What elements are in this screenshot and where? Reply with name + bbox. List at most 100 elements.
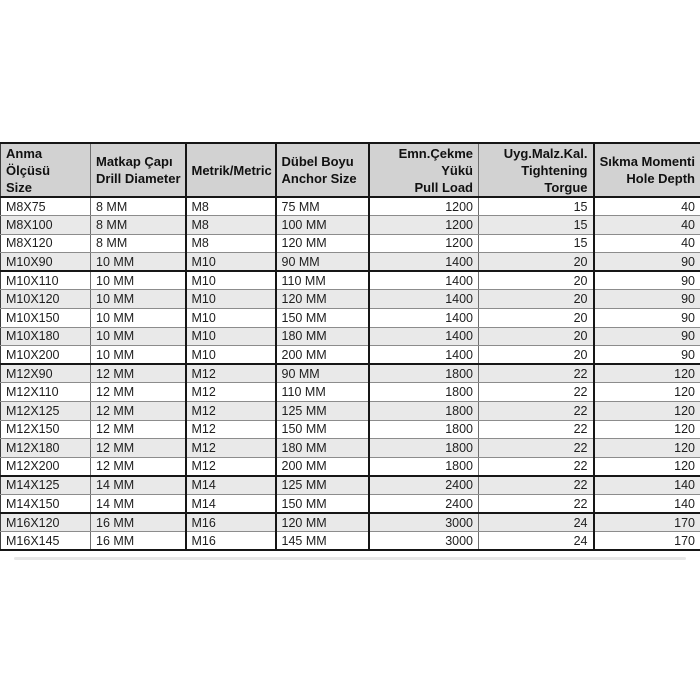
- table-row: M10X110 10 MM M10 110 MM 1400 20 90: [0, 271, 700, 291]
- cell-drill-diameter: 12 MM: [90, 382, 186, 403]
- cell-hole-depth: 120: [592, 382, 700, 403]
- cell-hole-depth: 140: [592, 475, 700, 495]
- cell-pull-load: 1400: [367, 308, 479, 328]
- column-header-size: Anma Ölçüsü Size: [0, 143, 91, 198]
- cell-drill-diameter: 16 MM: [90, 531, 186, 551]
- cell-drill-diameter: 8 MM: [90, 197, 186, 217]
- cell-anchor-size: 120 MM: [274, 289, 369, 310]
- cell-anchor-size: 100 MM: [274, 215, 369, 235]
- cell-size: M12X180: [0, 438, 91, 458]
- cell-tightening-torgue: 20: [478, 271, 594, 291]
- cell-tightening-torgue: 20: [478, 308, 594, 328]
- cell-hole-depth: 140: [592, 494, 700, 515]
- column-header-anchor-size: Dübel Boyu Anchor Size: [274, 143, 369, 198]
- cell-pull-load: 1400: [367, 327, 479, 347]
- cell-anchor-size: 90 MM: [274, 364, 369, 384]
- cell-drill-diameter: 10 MM: [90, 327, 186, 347]
- cell-pull-load: 1400: [367, 252, 479, 273]
- cell-metric: M10: [184, 308, 276, 328]
- cell-drill-diameter: 10 MM: [90, 289, 186, 310]
- cell-drill-diameter: 8 MM: [90, 215, 186, 235]
- cell-pull-load: 2400: [367, 475, 479, 495]
- table-row: M14X150 14 MM M14 150 MM 2400 22 140: [0, 494, 700, 515]
- cell-anchor-size: 125 MM: [274, 475, 369, 495]
- cell-pull-load: 1400: [367, 271, 479, 291]
- table-row: M12X90 12 MM M12 90 MM 1800 22 120: [0, 364, 700, 384]
- cell-hole-depth: 40: [592, 234, 700, 254]
- header-row: Anma Ölçüsü Size Matkap Çapı Drill Diameter…: [0, 143, 700, 198]
- cell-metric: M16: [184, 513, 276, 533]
- cell-tightening-torgue: 20: [478, 252, 594, 273]
- cell-hole-depth: 120: [592, 438, 700, 458]
- cell-tightening-torgue: 20: [478, 327, 594, 347]
- cell-hole-depth: 40: [592, 197, 700, 217]
- cell-metric: M14: [184, 494, 276, 515]
- column-header-line: Metrik/Metric: [191, 162, 272, 178]
- cell-anchor-size: 180 MM: [274, 438, 369, 458]
- cell-size: M12X125: [0, 401, 91, 421]
- cell-anchor-size: 150 MM: [274, 308, 369, 328]
- cell-drill-diameter: 12 MM: [90, 438, 186, 458]
- cell-size: M10X90: [0, 252, 91, 273]
- cell-metric: M12: [184, 420, 276, 440]
- cell-pull-load: 1800: [367, 401, 479, 421]
- cell-pull-load: 3000: [367, 531, 479, 551]
- table-header: Anma Ölçüsü Size Matkap Çapı Drill Diameter…: [0, 143, 700, 198]
- cell-tightening-torgue: 15: [478, 197, 594, 217]
- cell-tightening-torgue: 20: [478, 345, 594, 366]
- cell-hole-depth: 120: [592, 364, 700, 384]
- cell-size: M12X200: [0, 457, 91, 477]
- cell-metric: M8: [184, 197, 276, 217]
- cell-anchor-size: 180 MM: [274, 327, 369, 347]
- cell-drill-diameter: 14 MM: [90, 475, 186, 495]
- table-row: M10X120 10 MM M10 120 MM 1400 20 90: [0, 289, 700, 310]
- cell-anchor-size: 110 MM: [274, 271, 369, 291]
- column-header-line: Size: [6, 179, 33, 195]
- cell-pull-load: 3000: [367, 513, 479, 533]
- cell-metric: M10: [184, 271, 276, 291]
- cell-size: M12X110: [0, 382, 91, 403]
- cell-hole-depth: 40: [592, 215, 700, 235]
- cell-anchor-size: 150 MM: [274, 420, 369, 440]
- cell-pull-load: 1800: [367, 438, 479, 458]
- cell-tightening-torgue: 24: [478, 531, 594, 551]
- cell-metric: M16: [184, 531, 276, 551]
- cell-pull-load: 1800: [367, 364, 479, 384]
- cell-pull-load: 1800: [367, 457, 479, 477]
- table-row: M10X200 10 MM M10 200 MM 1400 20 90: [0, 345, 700, 366]
- table-row: M8X100 8 MM M8 100 MM 1200 15 40: [0, 215, 700, 235]
- cell-hole-depth: 120: [592, 401, 700, 421]
- cell-tightening-torgue: 22: [478, 438, 594, 458]
- cell-size: M8X75: [0, 197, 91, 217]
- cell-tightening-torgue: 22: [478, 420, 594, 440]
- table-row: M8X120 8 MM M8 120 MM 1200 15 40: [0, 234, 700, 254]
- cell-tightening-torgue: 20: [478, 289, 594, 310]
- cell-size: M10X110: [0, 271, 91, 291]
- table-row: M16X120 16 MM M16 120 MM 3000 24 170: [0, 513, 700, 533]
- cell-hole-depth: 120: [592, 457, 700, 477]
- cell-tightening-torgue: 24: [478, 513, 594, 533]
- cell-metric: M8: [184, 215, 276, 235]
- cell-tightening-torgue: 22: [478, 382, 594, 403]
- cell-metric: M12: [184, 457, 276, 477]
- cell-tightening-torgue: 22: [478, 475, 594, 495]
- cell-hole-depth: 90: [592, 252, 700, 273]
- cell-metric: M12: [184, 364, 276, 384]
- column-header-line: Sıkma Momenti: [599, 154, 695, 169]
- cell-pull-load: 1400: [367, 289, 479, 310]
- column-header-tightening-torgue: Uyg.Malz.Kal. Tightening Torgue: [478, 143, 594, 198]
- table-row: M16X145 16 MM M16 145 MM 3000 24 170: [0, 531, 700, 551]
- table-row: M10X90 10 MM M10 90 MM 1400 20 90: [0, 252, 700, 273]
- cell-anchor-size: 75 MM: [274, 197, 369, 217]
- cell-hole-depth: 90: [592, 308, 700, 328]
- cell-size: M10X150: [0, 308, 91, 328]
- cell-pull-load: 1200: [367, 197, 479, 217]
- cell-hole-depth: 90: [592, 289, 700, 310]
- cell-drill-diameter: 10 MM: [90, 271, 186, 291]
- cell-tightening-torgue: 15: [478, 234, 594, 254]
- table-row: M14X125 14 MM M14 125 MM 2400 22 140: [0, 475, 700, 495]
- cell-anchor-size: 120 MM: [274, 234, 369, 254]
- cell-size: M10X120: [0, 289, 91, 310]
- cell-pull-load: 1800: [367, 382, 479, 403]
